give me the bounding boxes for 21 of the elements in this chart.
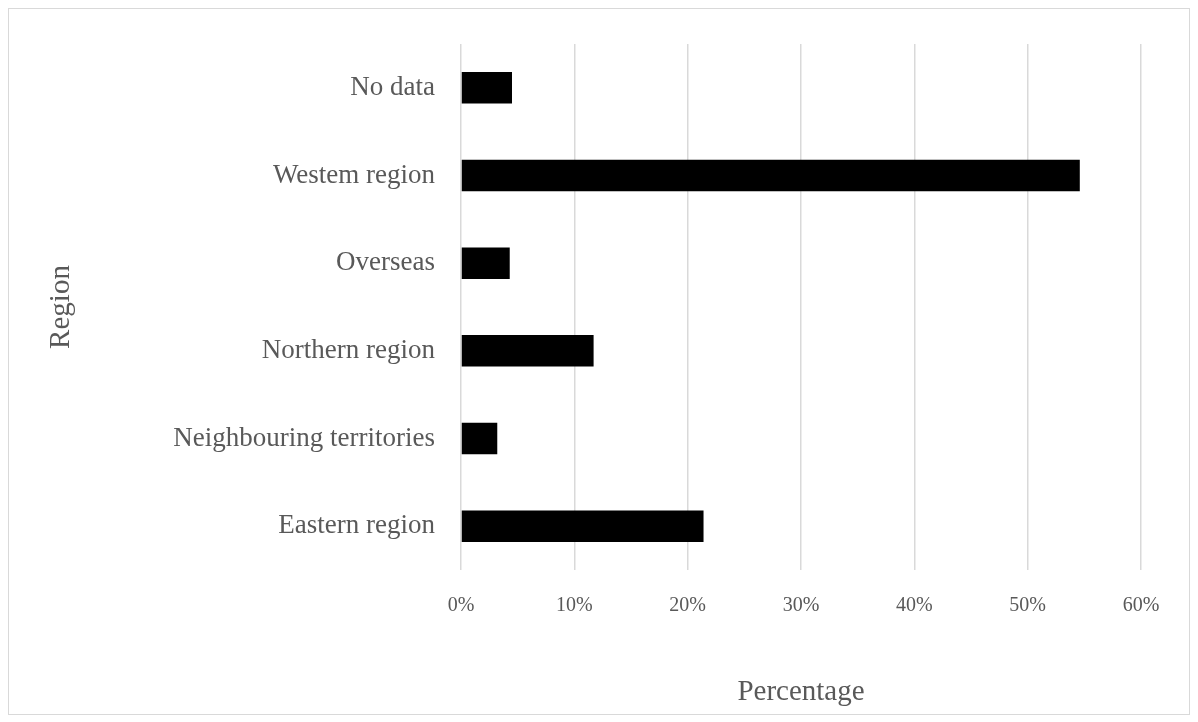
bar — [461, 159, 1080, 192]
y-tick-label: Eastern region — [278, 509, 436, 540]
x-tick-label: 30% — [782, 593, 820, 616]
y-tick-label: Westem region — [272, 158, 436, 189]
bar — [461, 422, 498, 455]
x-tick-label: 40% — [896, 593, 933, 616]
y-tick-label: No data — [350, 70, 436, 101]
bar — [461, 247, 510, 279]
bar — [461, 510, 704, 542]
x-tick-label: 0% — [447, 593, 475, 616]
y-tick-label: Neighbouring territories — [173, 421, 435, 452]
y-axis-title: Region — [43, 264, 76, 349]
bar — [461, 335, 594, 367]
x-tick-label: 60% — [1122, 593, 1160, 616]
x-tick-label: 50% — [1009, 593, 1046, 616]
x-tick-label: 20% — [669, 593, 706, 616]
x-tick-label: 10% — [556, 593, 593, 616]
bar — [461, 72, 512, 104]
x-axis-title: Percentage — [737, 674, 865, 707]
y-tick-label: Overseas — [336, 246, 435, 277]
y-tick-label: Northern region — [261, 333, 436, 364]
